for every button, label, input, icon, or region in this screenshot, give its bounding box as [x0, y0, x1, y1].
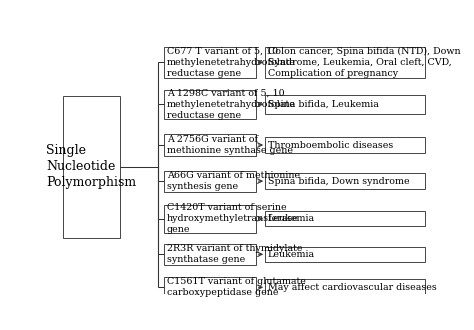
Text: C1420T variant of serine
hydroxymethyletransferase
gene: C1420T variant of serine hydroxymethylet…: [167, 203, 299, 234]
Text: Leukemia: Leukemia: [268, 214, 315, 223]
Bar: [265, 211, 425, 226]
Bar: [164, 134, 256, 156]
Text: A 2756G variant of
methionine synthase gene: A 2756G variant of methionine synthase g…: [167, 135, 293, 155]
Text: Colon cancer, Spina bifida (NTD), Down
Syndrome, Leukemia, Oral cleft, CVD,
Comp: Colon cancer, Spina bifida (NTD), Down S…: [268, 47, 461, 78]
Bar: [164, 47, 256, 78]
Bar: [164, 90, 256, 119]
Text: A66G variant of methionine
synthesis gene: A66G variant of methionine synthesis gen…: [167, 171, 300, 191]
Text: Thromboembolic diseases: Thromboembolic diseases: [268, 141, 393, 149]
Text: C1561T variant of glutamate
carboxypeptidase gene: C1561T variant of glutamate carboxypepti…: [167, 277, 306, 297]
Text: Spina bifida, Leukemia: Spina bifida, Leukemia: [268, 100, 379, 109]
Text: Spina bifida, Down syndrome: Spina bifida, Down syndrome: [268, 177, 410, 186]
Bar: [265, 173, 425, 189]
Bar: [265, 95, 425, 114]
Bar: [265, 279, 425, 296]
Bar: [265, 247, 425, 262]
Text: Leukemia: Leukemia: [268, 250, 315, 259]
Bar: [164, 244, 256, 265]
Bar: [164, 171, 256, 191]
Text: 2R3R variant of thymidylate
synthatase gene: 2R3R variant of thymidylate synthatase g…: [167, 244, 302, 264]
Text: May affect cardiovascular diseases: May affect cardiovascular diseases: [268, 283, 437, 292]
Text: A 1298C variant of 5, 10
methylenetetrahydrofolate
reductase gene: A 1298C variant of 5, 10 methylenetetrah…: [167, 89, 296, 120]
Text: Single
Nucleotide
Polymorphism: Single Nucleotide Polymorphism: [46, 144, 137, 189]
Bar: [265, 137, 425, 153]
Bar: [164, 277, 256, 298]
Bar: [63, 95, 120, 238]
Bar: [164, 205, 256, 233]
Text: C677 T variant of 5, 10
methylenetetrahydrofolate
reductase gene: C677 T variant of 5, 10 methylenetetrahy…: [167, 47, 296, 78]
Bar: [265, 47, 425, 78]
